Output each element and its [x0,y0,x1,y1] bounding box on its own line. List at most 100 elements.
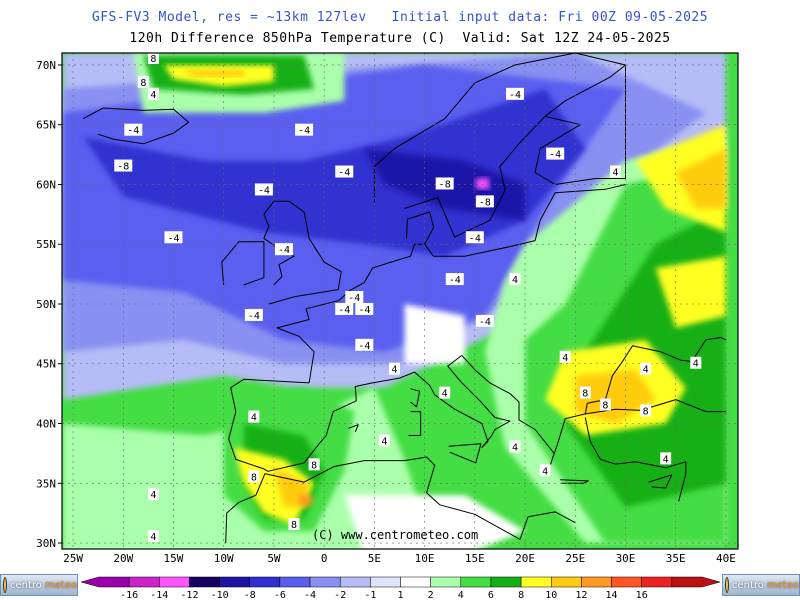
lon-label: 0 [321,552,328,565]
temperature-difference-field [62,53,738,549]
svg-text:8: 8 [291,520,297,531]
contour-label: -4 [254,183,273,196]
contour-label: -4 [506,87,525,101]
lat-label: 30N [36,537,56,550]
svg-text:4: 4 [693,359,699,370]
lon-label: 5E [368,552,381,565]
legend-tick-label: -2 [334,590,346,600]
sun-icon [3,577,7,593]
contour-label: -4 [465,231,484,244]
svg-text:4: 4 [512,442,518,453]
contour-label: -4 [164,231,183,244]
svg-text:-4: -4 [449,275,461,286]
latitude-labels: 70N 65N 60N 55N 50N 45N 40N 35N 30N [36,59,62,550]
coastlines [82,53,727,544]
svg-text:-4: -4 [338,305,350,316]
contour-label: 4 [509,273,521,286]
lon-label: 5W [267,552,281,565]
contour-label: 4 [147,87,159,101]
logo-text: centro [9,579,42,591]
lon-label: 20W [113,552,133,565]
legend-swatch [279,576,311,588]
contour-label: 8 [640,404,652,418]
contour-label: 4 [388,362,400,376]
contour-label: -4 [124,123,143,137]
contour-label: -4 [475,314,494,328]
legend-tick-label: 8 [518,590,524,600]
svg-text:-8: -8 [117,162,129,173]
contour-label: 4 [147,488,159,501]
lat-label: 60N [36,178,56,191]
legend-tick-label: -16 [120,590,138,600]
contour-label: 8 [288,518,300,531]
svg-text:8: 8 [251,472,257,483]
legend-tick-label: 16 [636,590,648,600]
contour-label: -4 [355,302,374,316]
contour-label: 8 [579,386,591,400]
svg-text:4: 4 [442,389,448,400]
contour-label: 8 [137,75,149,89]
svg-text:-8: -8 [439,179,451,190]
contour-label: 8 [308,458,320,471]
contour-label: 4 [640,362,652,376]
map-frame [61,52,739,550]
lon-label: 10E [415,552,435,565]
svg-text:8: 8 [150,54,156,65]
svg-text:4: 4 [381,436,387,447]
graticule [62,53,738,549]
legend-tick-label: -4 [304,590,316,600]
svg-text:-4: -4 [248,311,260,322]
contour-label: 8 [599,398,611,412]
svg-text:4: 4 [663,454,669,465]
contour-label: -8 [435,177,454,190]
svg-text:4: 4 [150,532,156,543]
longitude-labels: 25W 20W 15W 10W 5W 0 5E 10E 15E 20E 25E 30E 35E 40E [63,552,736,565]
legend-tick-label: -1 [364,590,376,600]
svg-text:-4: -4 [127,126,139,137]
legend-swatch [551,576,582,588]
legend-tick-label: 12 [575,590,587,600]
lon-label: 25W [63,552,83,565]
legend-tick-label: 1 [397,590,403,600]
svg-text:-4: -4 [549,150,561,161]
svg-text:8: 8 [643,407,649,418]
legend-swatch [80,576,130,588]
svg-text:-4: -4 [509,90,521,101]
contour-label: -4 [445,273,464,286]
logo-text-accent: meteo [44,579,77,591]
legend-swatch [219,576,251,588]
legend-tick-label: -14 [150,590,168,600]
title-line-model: GFS-FV3 Model, res = ~13km 127lev Initia… [91,10,709,25]
lat-label: 45N [36,358,56,371]
svg-text:-4: -4 [298,126,310,137]
contour-label: -4 [335,302,354,316]
legend-tick-label: 2 [428,590,434,600]
centrometeo-logo-left: centro meteo [0,574,78,596]
lon-label: 20E [515,552,535,565]
lat-label: 40N [36,418,56,431]
svg-text:-4: -4 [258,185,270,196]
contour-label: 4 [660,452,672,465]
lon-label: 15E [465,552,485,565]
legend-swatch [159,576,190,588]
svg-text:4: 4 [150,90,156,101]
contour-label: -8 [114,159,133,173]
legend-tick-label: 14 [606,590,618,600]
contour-label: -8 [475,195,494,208]
svg-text:8: 8 [140,78,146,89]
svg-text:-4: -4 [167,233,179,244]
lat-label: 35N [36,477,56,490]
svg-text:4: 4 [612,168,618,179]
contour-label: 4 [559,350,571,364]
legend-swatch [641,576,673,588]
lon-label: 30E [616,552,636,565]
svg-text:-4: -4 [358,341,370,352]
svg-text:8: 8 [602,401,608,412]
lat-label: 65N [36,119,56,132]
legend-tick-label: -10 [211,590,229,600]
legend-tick-label: -8 [244,590,256,600]
legend-swatch [520,576,552,588]
legend-swatch [189,576,220,588]
contour-label: 4 [609,165,621,179]
